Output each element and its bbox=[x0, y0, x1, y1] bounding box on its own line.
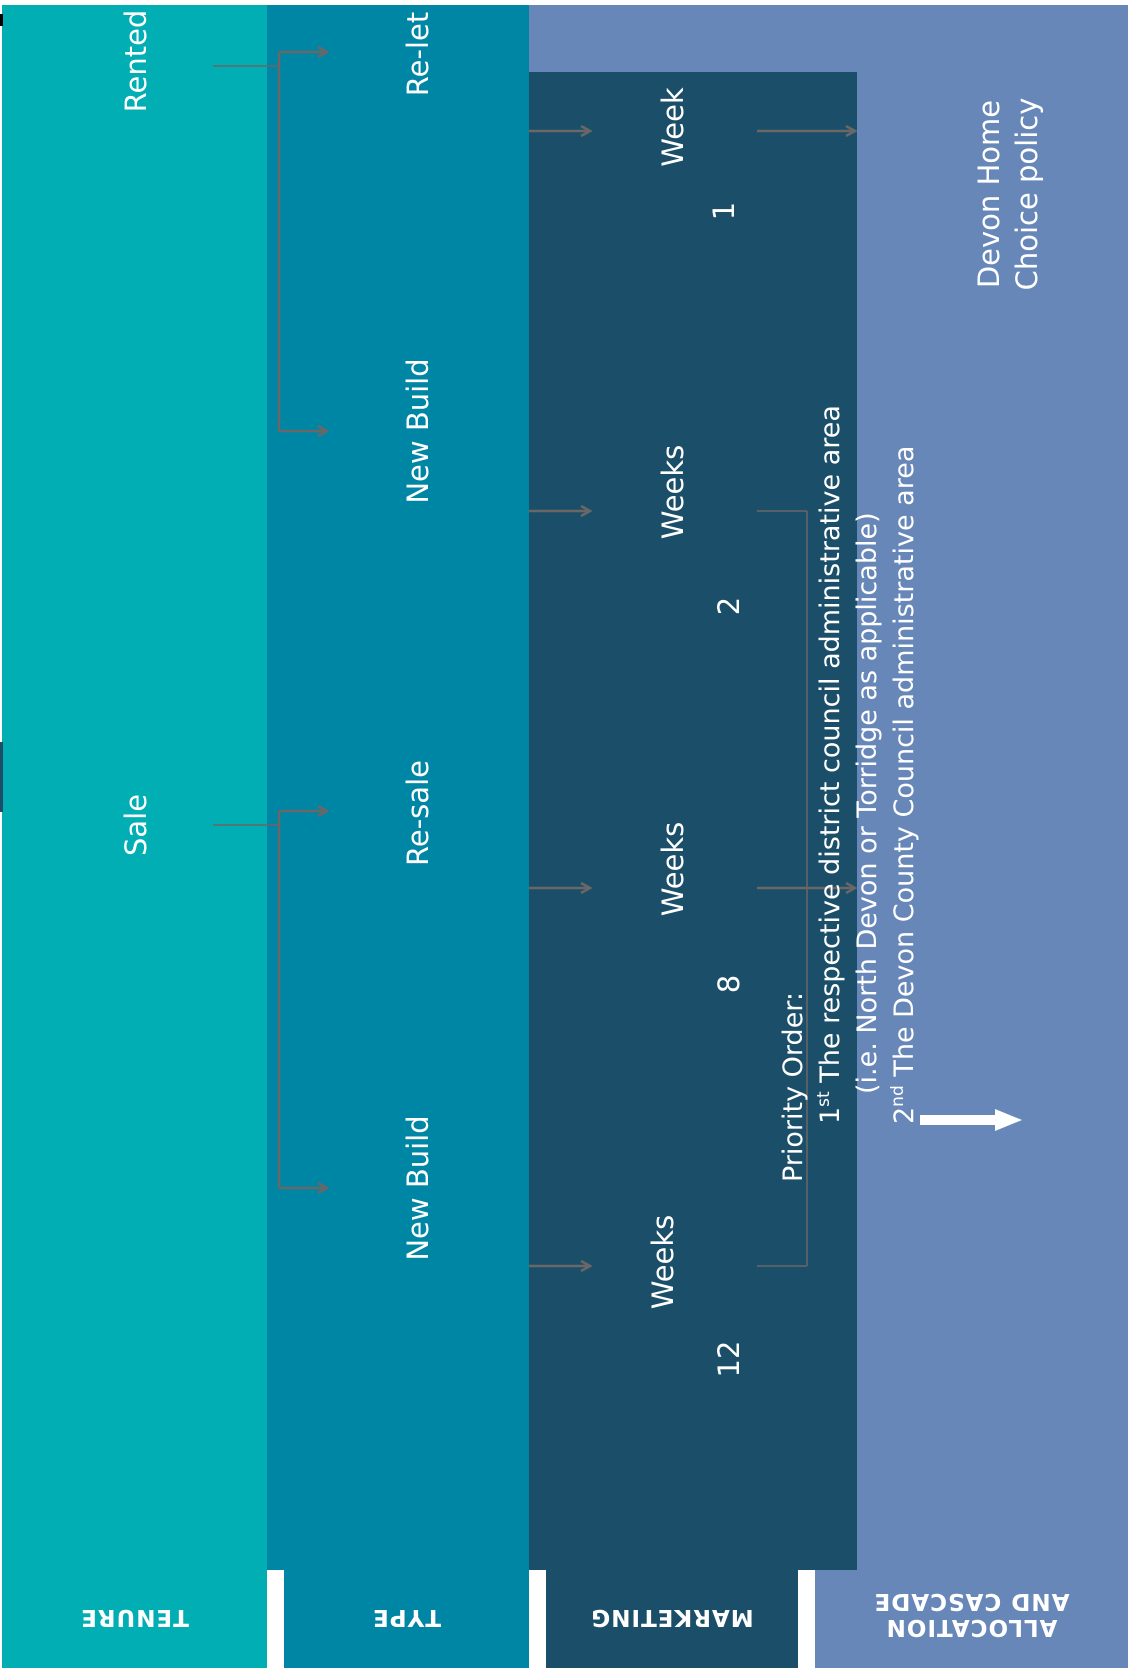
priority-first-ordinal: 1 bbox=[815, 1106, 846, 1124]
marketing-relet-number: 1 bbox=[707, 201, 741, 221]
type-resale-label: Re-sale bbox=[401, 760, 435, 866]
priority-arrow bbox=[920, 1109, 1022, 1131]
marketing-new-build-rented-unit: Weeks bbox=[656, 444, 690, 540]
type-column bbox=[267, 5, 529, 1668]
type-relet-label: Re-let bbox=[401, 11, 435, 97]
type-new-build-sale-label: New Build bbox=[401, 1115, 435, 1261]
priority-order: Priority Order: 1st The respective distr… bbox=[775, 405, 935, 1182]
header-gap-1 bbox=[267, 1570, 284, 1668]
tenure-sale-label: Sale bbox=[119, 793, 153, 857]
priority-second-ordinal: 2 bbox=[889, 1106, 920, 1124]
priority-second-text: The Devon County Council administrative … bbox=[889, 445, 920, 1086]
priority-first-sup: st bbox=[814, 1091, 834, 1107]
allocation-policy: Devon Home Choice policy bbox=[970, 74, 1046, 314]
edge-tick-mid bbox=[0, 742, 3, 812]
priority-first-text: The respective district council administ… bbox=[815, 405, 846, 1092]
priority-order-title: Priority Order: bbox=[778, 991, 809, 1182]
edge-tick-top bbox=[0, 14, 3, 26]
priority-first-note: (i.e. North Devon or Torridge as applica… bbox=[852, 512, 883, 1094]
header-gap-3 bbox=[798, 1570, 815, 1668]
marketing-relet-unit: Week bbox=[656, 87, 690, 167]
marketing-new-build-sale-unit: Weeks bbox=[646, 1214, 680, 1310]
allocation-policy-line2: Choice policy bbox=[1010, 97, 1044, 291]
header-gap-2 bbox=[529, 1570, 546, 1668]
tenure-column bbox=[2, 5, 267, 1668]
priority-second-sup: nd bbox=[888, 1085, 908, 1107]
allocation-policy-line1: Devon Home bbox=[972, 99, 1006, 289]
marketing-header-tile bbox=[546, 1570, 798, 1668]
marketing-resale-unit: Weeks bbox=[656, 821, 690, 917]
marketing-resale-number: 8 bbox=[712, 974, 746, 994]
type-new-build-rented-label: New Build bbox=[401, 358, 435, 504]
marketing-new-build-sale-number: 12 bbox=[712, 1340, 746, 1378]
marketing-column bbox=[529, 72, 857, 1570]
marketing-new-build-rented-number: 2 bbox=[712, 596, 746, 616]
priority-first: 1st The respective district council admi… bbox=[812, 405, 849, 1182]
priority-second: 2nd The Devon County Council administrat… bbox=[886, 422, 923, 1182]
tenure-rented-label: Rented bbox=[119, 9, 153, 113]
